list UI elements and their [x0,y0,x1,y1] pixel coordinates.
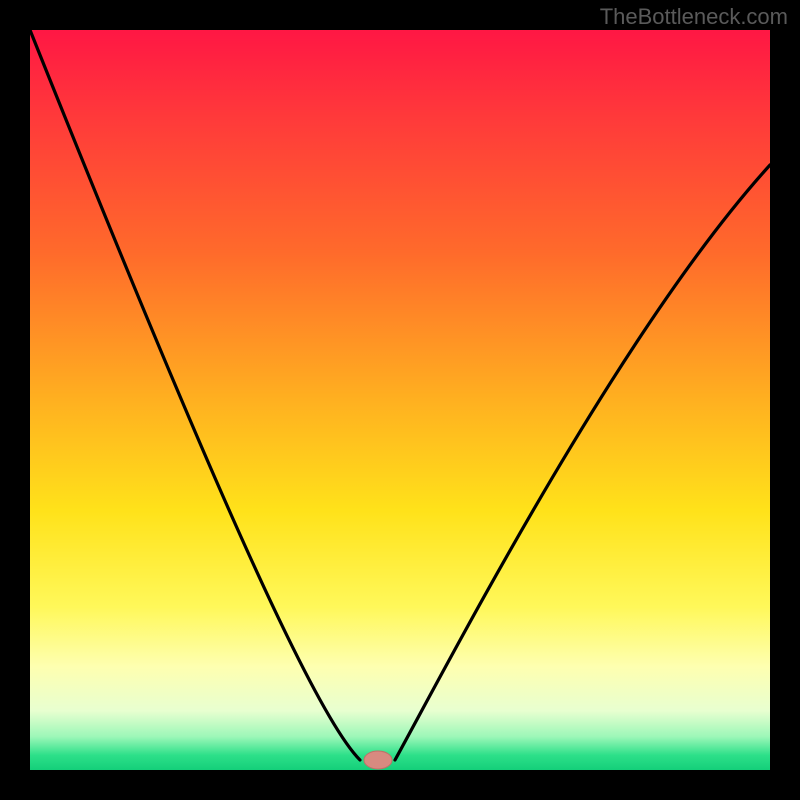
plot-area [30,30,770,770]
bottleneck-chart [0,0,800,800]
chart-container: TheBottleneck.com [0,0,800,800]
minimum-marker [364,751,392,769]
watermark-text: TheBottleneck.com [600,4,788,30]
